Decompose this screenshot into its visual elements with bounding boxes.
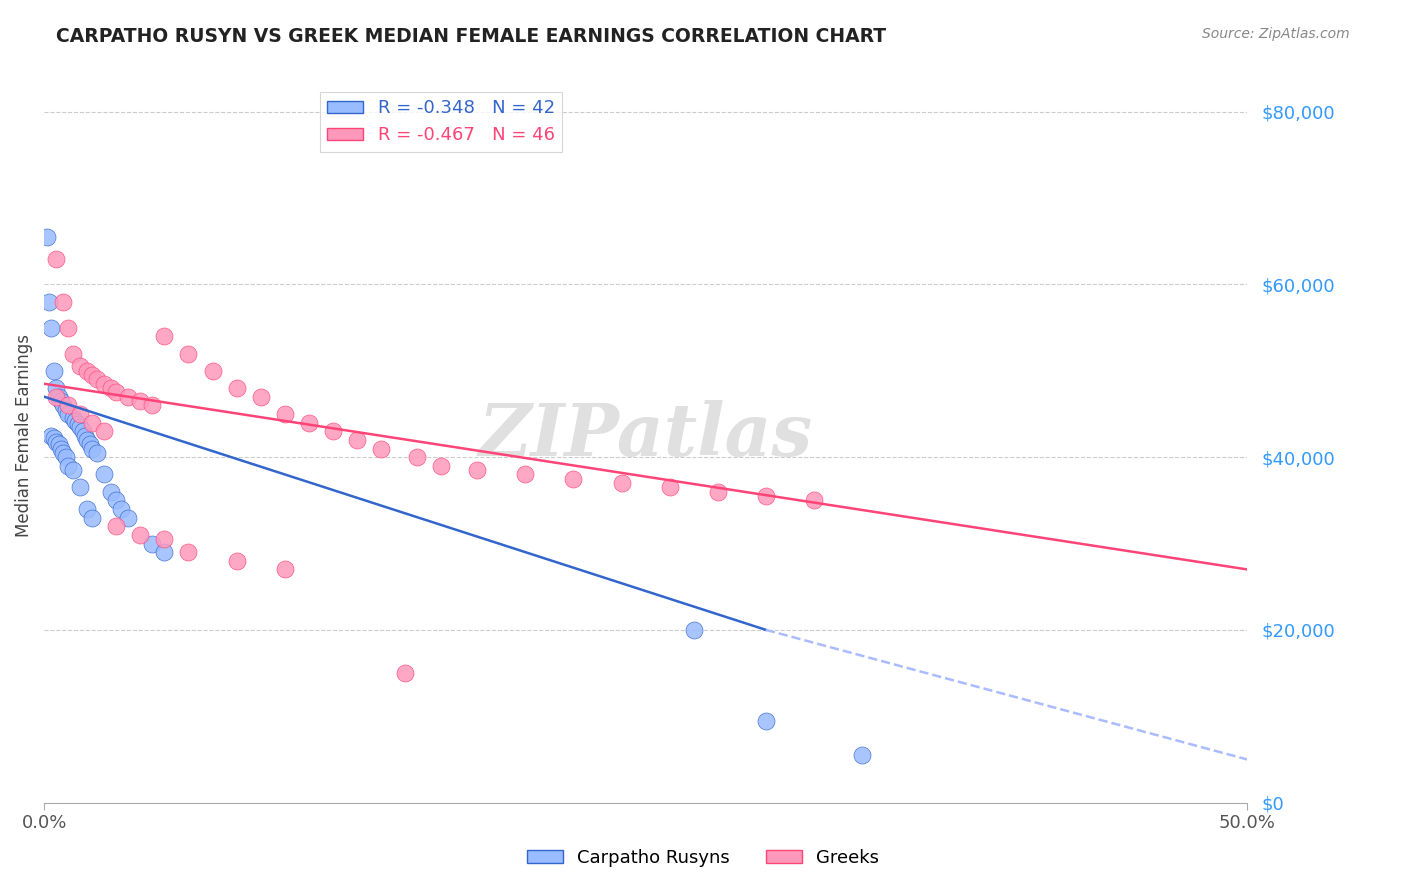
Point xyxy=(370,442,392,456)
Point xyxy=(755,489,778,503)
Point xyxy=(62,463,84,477)
Point xyxy=(82,442,104,456)
Point xyxy=(225,381,247,395)
Legend: R = -0.348   N = 42, R = -0.467   N = 46: R = -0.348 N = 42, R = -0.467 N = 46 xyxy=(321,92,562,152)
Point xyxy=(153,545,176,559)
Point xyxy=(45,434,67,449)
Point xyxy=(755,714,778,728)
Point xyxy=(394,666,416,681)
Point xyxy=(273,407,295,421)
Point xyxy=(56,320,79,334)
Point xyxy=(45,390,67,404)
Point xyxy=(105,519,128,533)
Point xyxy=(129,528,152,542)
Point xyxy=(62,346,84,360)
Point xyxy=(153,329,176,343)
Point xyxy=(69,359,91,374)
Point xyxy=(48,390,70,404)
Point xyxy=(225,554,247,568)
Point xyxy=(707,484,730,499)
Point xyxy=(803,493,825,508)
Point xyxy=(52,398,75,412)
Point xyxy=(41,320,63,334)
Point xyxy=(73,428,96,442)
Point xyxy=(86,446,108,460)
Point xyxy=(45,252,67,266)
Point xyxy=(93,467,115,482)
Point xyxy=(346,433,368,447)
Point xyxy=(430,458,453,473)
Point xyxy=(69,480,91,494)
Point xyxy=(42,364,65,378)
Point xyxy=(69,407,91,421)
Point xyxy=(82,368,104,383)
Point xyxy=(35,230,58,244)
Point xyxy=(153,532,176,546)
Point xyxy=(69,420,91,434)
Point xyxy=(105,385,128,400)
Point xyxy=(56,458,79,473)
Point xyxy=(406,450,429,464)
Point xyxy=(82,416,104,430)
Point xyxy=(79,437,101,451)
Text: ZIPatlas: ZIPatlas xyxy=(478,400,813,471)
Point xyxy=(56,398,79,412)
Point xyxy=(110,502,132,516)
Point xyxy=(658,480,681,494)
Point xyxy=(610,476,633,491)
Point xyxy=(76,364,98,378)
Point xyxy=(76,433,98,447)
Point xyxy=(515,467,537,482)
Point xyxy=(49,394,72,409)
Point xyxy=(56,407,79,421)
Point xyxy=(76,502,98,516)
Text: CARPATHO RUSYN VS GREEK MEDIAN FEMALE EARNINGS CORRELATION CHART: CARPATHO RUSYN VS GREEK MEDIAN FEMALE EA… xyxy=(56,27,886,45)
Point xyxy=(38,294,60,309)
Point xyxy=(273,562,295,576)
Point xyxy=(177,545,200,559)
Point xyxy=(117,390,139,404)
Point xyxy=(465,463,488,477)
Point xyxy=(62,411,84,425)
Text: Source: ZipAtlas.com: Source: ZipAtlas.com xyxy=(1202,27,1350,41)
Point xyxy=(42,431,65,445)
Y-axis label: Median Female Earnings: Median Female Earnings xyxy=(15,334,32,537)
Point xyxy=(298,416,321,430)
Point xyxy=(86,372,108,386)
Point xyxy=(52,446,75,460)
Point xyxy=(177,346,200,360)
Point xyxy=(41,428,63,442)
Point xyxy=(117,510,139,524)
Point xyxy=(66,417,89,432)
Point xyxy=(322,424,344,438)
Point xyxy=(55,450,77,464)
Point xyxy=(249,390,271,404)
Point xyxy=(93,424,115,438)
Point xyxy=(562,472,585,486)
Point xyxy=(129,394,152,409)
Point xyxy=(45,381,67,395)
Point xyxy=(682,623,704,637)
Point xyxy=(100,484,122,499)
Point xyxy=(141,398,163,412)
Point xyxy=(201,364,224,378)
Point xyxy=(100,381,122,395)
Point xyxy=(93,376,115,391)
Legend: Carpatho Rusyns, Greeks: Carpatho Rusyns, Greeks xyxy=(519,842,887,874)
Point xyxy=(851,748,873,763)
Point xyxy=(55,402,77,417)
Point xyxy=(105,493,128,508)
Point xyxy=(72,424,94,438)
Point xyxy=(141,536,163,550)
Point xyxy=(49,442,72,456)
Point xyxy=(65,414,87,428)
Point xyxy=(52,294,75,309)
Point xyxy=(48,437,70,451)
Point xyxy=(82,510,104,524)
